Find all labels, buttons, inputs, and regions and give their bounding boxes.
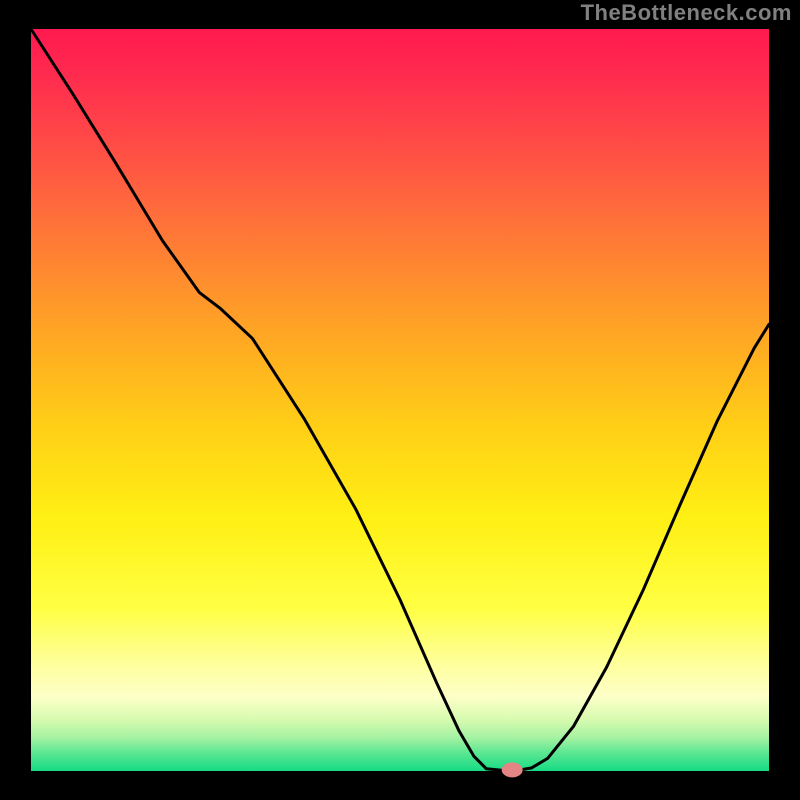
chart-container: TheBottleneck.com (0, 0, 800, 800)
bottleneck-chart (0, 0, 800, 800)
watermark-text: TheBottleneck.com (581, 0, 792, 26)
optimal-point-marker (502, 763, 522, 777)
chart-plot-area (31, 29, 769, 771)
